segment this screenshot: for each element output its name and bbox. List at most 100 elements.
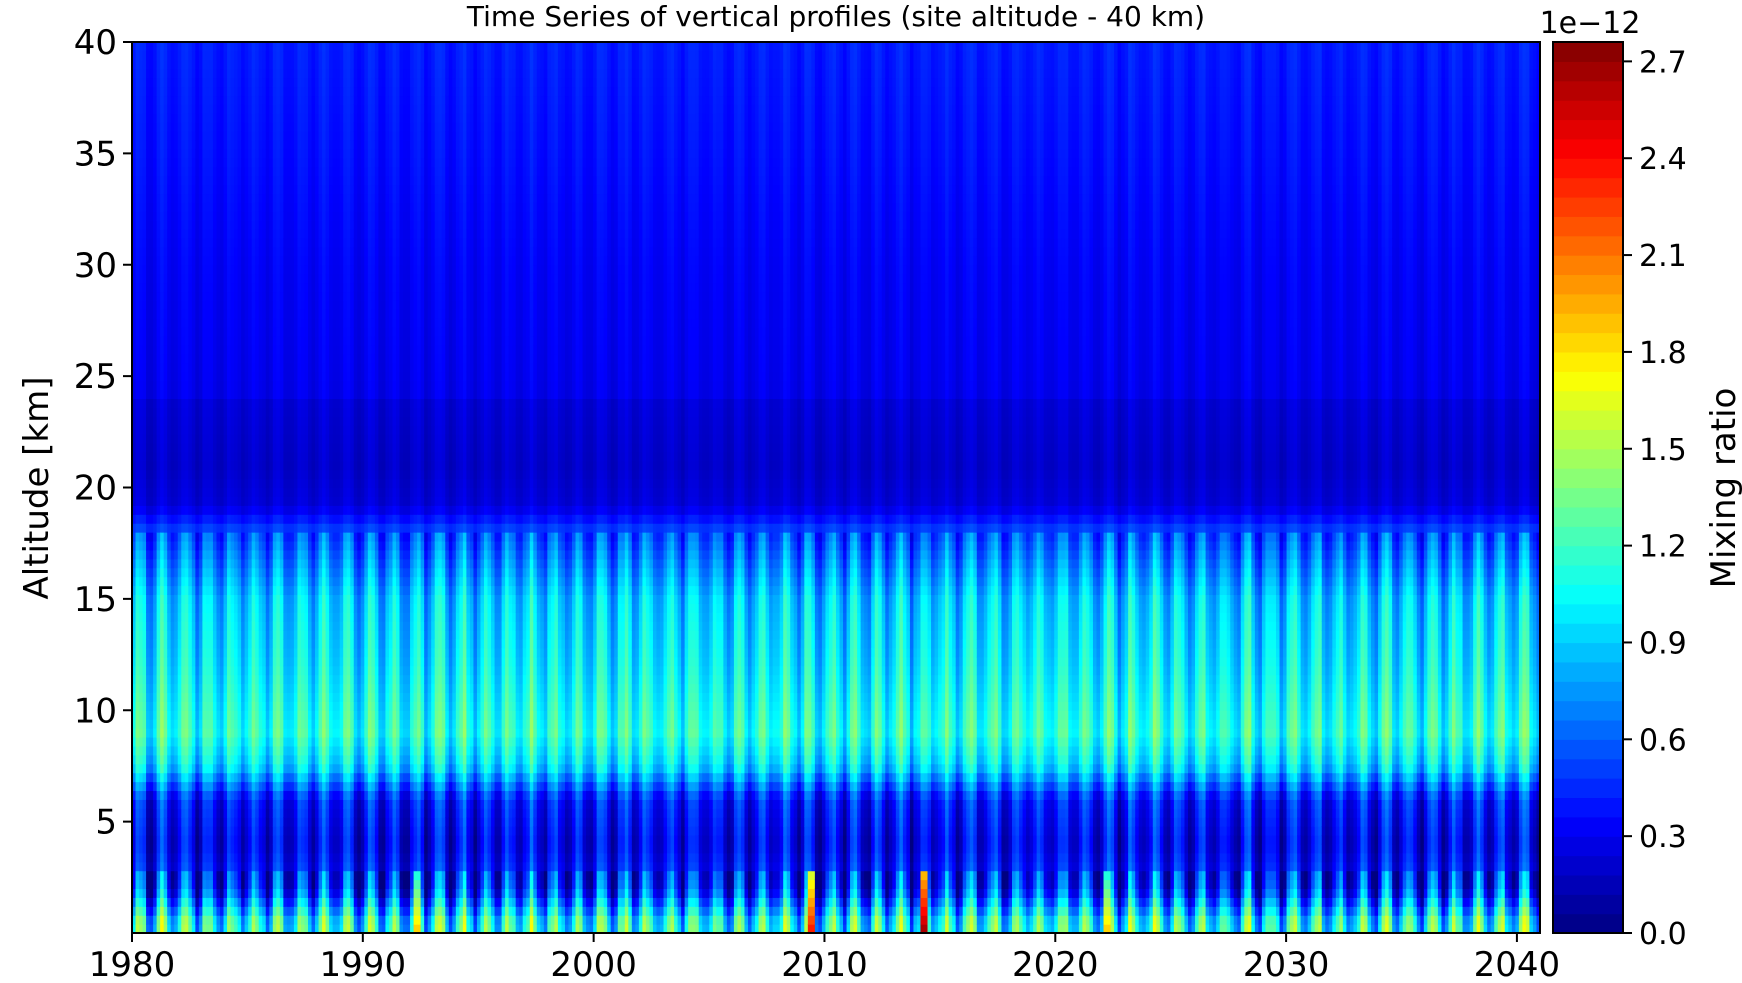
- heatmap-cell: [280, 87, 284, 97]
- heatmap-cell: [238, 541, 242, 551]
- heatmap-cell: [220, 621, 224, 631]
- heatmap-cell: [216, 443, 220, 453]
- heatmap-cell: [283, 479, 287, 489]
- heatmap-cell: [216, 309, 220, 319]
- heatmap-cell: [185, 550, 189, 560]
- heatmap-cell: [234, 817, 238, 827]
- heatmap-cell: [216, 69, 220, 79]
- heatmap-cell: [188, 318, 192, 328]
- heatmap-cell: [164, 443, 168, 453]
- heatmap-cell: [287, 755, 291, 765]
- heatmap-cell: [157, 104, 161, 114]
- heatmap-cell: [269, 149, 273, 159]
- heatmap-cell: [245, 238, 249, 248]
- heatmap-cell: [174, 630, 178, 640]
- heatmap-cell: [164, 692, 168, 702]
- heatmap-cell: [188, 140, 192, 150]
- heatmap-cell: [188, 87, 192, 97]
- heatmap-cell: [195, 603, 199, 613]
- heatmap-cell: [139, 799, 143, 809]
- heatmap-cell: [195, 541, 199, 551]
- heatmap-cell: [287, 603, 291, 613]
- heatmap-cell: [136, 666, 140, 676]
- heatmap-cell: [136, 594, 140, 604]
- heatmap-cell: [185, 496, 189, 506]
- heatmap-cell: [231, 594, 235, 604]
- heatmap-cell: [213, 220, 217, 230]
- heatmap-cell: [157, 407, 161, 417]
- heatmap-cell: [220, 131, 224, 141]
- heatmap-cell: [234, 897, 238, 907]
- heatmap-cell: [227, 69, 231, 79]
- heatmap-cell: [153, 505, 157, 515]
- heatmap-cell: [199, 835, 203, 845]
- heatmap-cell: [150, 345, 154, 355]
- heatmap-cell: [181, 773, 185, 783]
- heatmap-cell: [238, 60, 242, 70]
- heatmap-cell: [297, 425, 301, 435]
- heatmap-cell: [262, 229, 266, 239]
- heatmap-cell: [160, 915, 164, 925]
- heatmap-cell: [206, 434, 210, 444]
- heatmap-cell: [199, 470, 203, 480]
- heatmap-cell: [287, 880, 291, 890]
- heatmap-cell: [195, 327, 199, 337]
- heatmap-cell: [139, 755, 143, 765]
- heatmap-cell: [178, 452, 182, 462]
- heatmap-cell: [216, 871, 220, 881]
- heatmap-cell: [157, 541, 161, 551]
- heatmap-cell: [192, 755, 196, 765]
- heatmap-cell: [294, 122, 298, 132]
- heatmap-cell: [199, 51, 203, 61]
- heatmap-cell: [273, 808, 277, 818]
- heatmap-cell: [297, 488, 301, 498]
- heatmap-cell: [245, 710, 249, 720]
- heatmap-cell: [216, 799, 220, 809]
- heatmap-cell: [216, 514, 220, 524]
- heatmap-cell: [209, 42, 213, 52]
- heatmap-cell: [287, 782, 291, 792]
- heatmap-cell: [241, 167, 245, 177]
- heatmap-cell: [287, 42, 291, 52]
- heatmap-cell: [143, 140, 147, 150]
- heatmap-cell: [150, 790, 154, 800]
- heatmap-cell: [266, 782, 270, 792]
- heatmap-cell: [174, 167, 178, 177]
- heatmap-cell: [269, 87, 273, 97]
- heatmap-cell: [143, 826, 147, 836]
- heatmap-cell: [146, 140, 150, 150]
- heatmap-cell: [192, 149, 196, 159]
- heatmap-cell: [220, 167, 224, 177]
- heatmap-cell: [199, 256, 203, 266]
- heatmap-cell: [213, 193, 217, 203]
- heatmap-cell: [220, 612, 224, 622]
- heatmap-cell: [269, 808, 273, 818]
- heatmap-cell: [262, 594, 266, 604]
- heatmap-cell: [297, 202, 301, 212]
- heatmap-cell: [167, 621, 171, 631]
- heatmap-cell: [209, 888, 213, 898]
- heatmap-cell: [178, 612, 182, 622]
- heatmap-cell: [262, 773, 266, 783]
- heatmap-cell: [276, 541, 280, 551]
- heatmap-cell: [238, 808, 242, 818]
- heatmap-cell: [213, 434, 217, 444]
- heatmap-cell: [248, 826, 252, 836]
- heatmap-cell: [146, 568, 150, 578]
- heatmap-cell: [238, 113, 242, 123]
- heatmap-cell: [238, 69, 242, 79]
- heatmap-cell: [167, 87, 171, 97]
- heatmap-cell: [259, 523, 263, 533]
- heatmap-cell: [153, 577, 157, 587]
- heatmap-cell: [199, 790, 203, 800]
- heatmap-cell: [238, 719, 242, 729]
- heatmap-cell: [157, 51, 161, 61]
- heatmap-cell: [255, 853, 259, 863]
- heatmap-cell: [143, 514, 147, 524]
- heatmap-cell: [294, 746, 298, 756]
- heatmap-cell: [224, 265, 228, 275]
- heatmap-cell: [164, 657, 168, 667]
- heatmap-cell: [238, 844, 242, 854]
- heatmap-cell: [301, 265, 305, 275]
- heatmap-cell: [227, 639, 231, 649]
